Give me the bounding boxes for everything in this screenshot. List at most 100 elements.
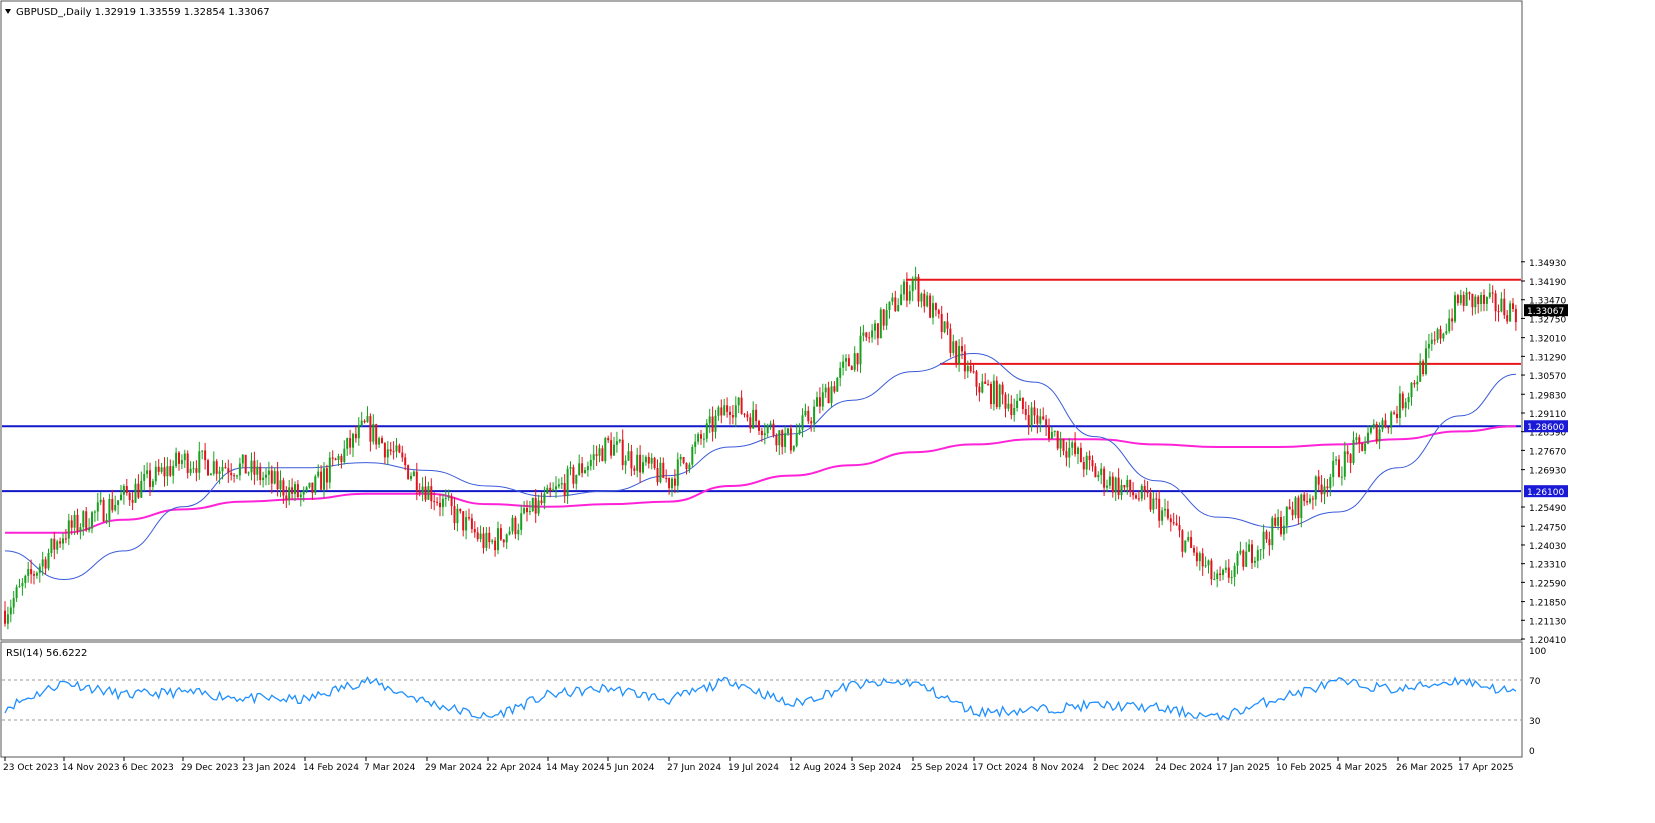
candle-bear[interactable] <box>125 486 128 493</box>
candle-bear[interactable] <box>418 491 421 493</box>
candle-bull[interactable] <box>6 614 9 624</box>
horizontal-levels[interactable] <box>2 278 1521 493</box>
candle-bear[interactable] <box>781 430 784 447</box>
candle-bull[interactable] <box>1309 498 1311 503</box>
candle-bear[interactable] <box>1132 492 1135 496</box>
candle-bear[interactable] <box>207 460 209 476</box>
candle-bear[interactable] <box>398 445 401 453</box>
candle-bull[interactable] <box>1419 361 1422 382</box>
candle-bear[interactable] <box>1175 523 1178 526</box>
candle-bear[interactable] <box>1375 423 1378 442</box>
candle-bull[interactable] <box>537 500 540 514</box>
candle-bull[interactable] <box>1488 292 1491 298</box>
candle-bull[interactable] <box>659 462 662 483</box>
candle-bull[interactable] <box>212 461 215 474</box>
candle-bear[interactable] <box>488 532 491 543</box>
candle-bull[interactable] <box>763 433 766 436</box>
candle-bull[interactable] <box>1100 468 1103 475</box>
candle-bear[interactable] <box>731 414 734 418</box>
candle-bear[interactable] <box>1494 293 1497 312</box>
candle-bear[interactable] <box>1456 295 1459 304</box>
candle-bear[interactable] <box>59 541 62 544</box>
candle-bull[interactable] <box>874 323 876 331</box>
candle-bear[interactable] <box>102 499 105 522</box>
candle-bull[interactable] <box>357 425 360 439</box>
candle-bull[interactable] <box>613 444 615 456</box>
candle-bear[interactable] <box>1512 303 1514 309</box>
candle-bull[interactable] <box>479 533 482 540</box>
candle-bear[interactable] <box>111 498 114 511</box>
candle-bear[interactable] <box>1433 339 1436 341</box>
candle-bull[interactable] <box>737 397 740 406</box>
candle-bear[interactable] <box>1146 490 1149 493</box>
candle-bull[interactable] <box>911 280 914 292</box>
candle-bear[interactable] <box>789 428 792 451</box>
candle-bear[interactable] <box>296 484 299 498</box>
candle-bull[interactable] <box>1152 498 1155 510</box>
candle-bull[interactable] <box>273 471 276 484</box>
candle-bull[interactable] <box>1262 531 1265 550</box>
candle-bull[interactable] <box>1367 432 1369 444</box>
candle-bull[interactable] <box>79 527 82 532</box>
candle-bull[interactable] <box>1085 455 1088 470</box>
candle-bear[interactable] <box>1291 509 1294 516</box>
candle-bear[interactable] <box>1477 296 1480 305</box>
candle-bull[interactable] <box>1213 578 1216 580</box>
candle-bear[interactable] <box>876 323 879 339</box>
candle-bear[interactable] <box>1338 459 1340 477</box>
candle-bear[interactable] <box>653 457 656 469</box>
candle-bear[interactable] <box>4 610 6 624</box>
candle-bear[interactable] <box>1280 517 1282 535</box>
candles[interactable] <box>4 266 1517 630</box>
candle-bull[interactable] <box>1059 439 1062 449</box>
candle-bull[interactable] <box>508 531 511 535</box>
candle-bull[interactable] <box>1253 560 1256 563</box>
candle-bear[interactable] <box>1094 466 1097 478</box>
candle-bull[interactable] <box>708 416 711 424</box>
candle-bull[interactable] <box>241 454 244 464</box>
candle-bear[interactable] <box>847 358 850 367</box>
candle-bull[interactable] <box>679 456 682 460</box>
candle-bear[interactable] <box>1439 329 1442 339</box>
candle-bull[interactable] <box>592 454 595 460</box>
candle-bull[interactable] <box>604 438 607 462</box>
candle-bull[interactable] <box>766 425 769 434</box>
candle-bull[interactable] <box>497 528 499 551</box>
candle-bull[interactable] <box>943 321 946 332</box>
candle-bull[interactable] <box>636 454 639 471</box>
candle-bull[interactable] <box>96 502 99 512</box>
candle-bull[interactable] <box>1198 553 1201 562</box>
candle-bull[interactable] <box>1030 407 1033 426</box>
candle-bear[interactable] <box>1422 361 1425 375</box>
candle-bull[interactable] <box>821 392 824 407</box>
candle-bull[interactable] <box>697 434 700 442</box>
candle-bull[interactable] <box>352 433 354 448</box>
candle-bull[interactable] <box>644 456 647 463</box>
candle-bull[interactable] <box>1077 447 1079 455</box>
candle-bear[interactable] <box>682 456 685 464</box>
candle-bear[interactable] <box>595 454 598 456</box>
candle-bull[interactable] <box>366 416 369 423</box>
candle-bull[interactable] <box>143 473 146 481</box>
candle-bear[interactable] <box>30 569 33 575</box>
candle-bear[interactable] <box>1227 567 1230 578</box>
candle-bull[interactable] <box>180 460 183 464</box>
candle-bear[interactable] <box>1311 498 1314 500</box>
candle-bear[interactable] <box>450 496 453 507</box>
candle-bull[interactable] <box>778 430 781 446</box>
candle-bear[interactable] <box>1358 437 1361 443</box>
candle-bull[interactable] <box>926 295 929 307</box>
candle-bull[interactable] <box>627 451 630 461</box>
candle-bull[interactable] <box>9 607 12 615</box>
candle-bear[interactable] <box>526 508 528 513</box>
candle-bear[interactable] <box>415 471 418 492</box>
candle-bear[interactable] <box>810 421 813 424</box>
candle-bull[interactable] <box>305 487 308 490</box>
candle-bull[interactable] <box>1425 348 1427 375</box>
candle-bear[interactable] <box>563 483 566 497</box>
candle-bull[interactable] <box>1184 540 1187 552</box>
candle-bull[interactable] <box>1120 484 1123 496</box>
candle-bull[interactable] <box>1416 381 1419 385</box>
candle-bull[interactable] <box>209 473 212 476</box>
candle-bear[interactable] <box>1413 382 1416 385</box>
